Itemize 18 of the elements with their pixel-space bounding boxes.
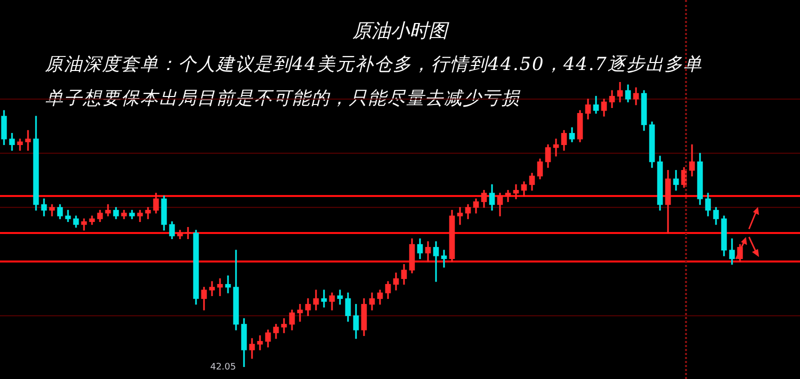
candlestick — [225, 275, 231, 294]
candlestick — [441, 250, 447, 268]
candlestick — [297, 304, 303, 322]
candlestick — [337, 290, 343, 305]
chart-title: 原油小时图 — [352, 19, 450, 44]
text: 原油深度套单：个人建议是到44美元补仓多，行情到44.50，44.7逐步出多单 — [45, 53, 703, 76]
candlestick — [433, 241, 439, 282]
candlestick — [185, 227, 191, 240]
candlestick — [105, 204, 111, 216]
candlestick — [321, 290, 327, 308]
candlestick — [457, 207, 463, 225]
annotation: 42.05 — [210, 362, 236, 372]
candlestick — [49, 204, 55, 216]
candlestick — [25, 130, 31, 151]
candlestick — [281, 318, 287, 334]
candlestick — [209, 281, 215, 296]
candlestick — [553, 138, 559, 156]
candlestick — [217, 278, 223, 296]
